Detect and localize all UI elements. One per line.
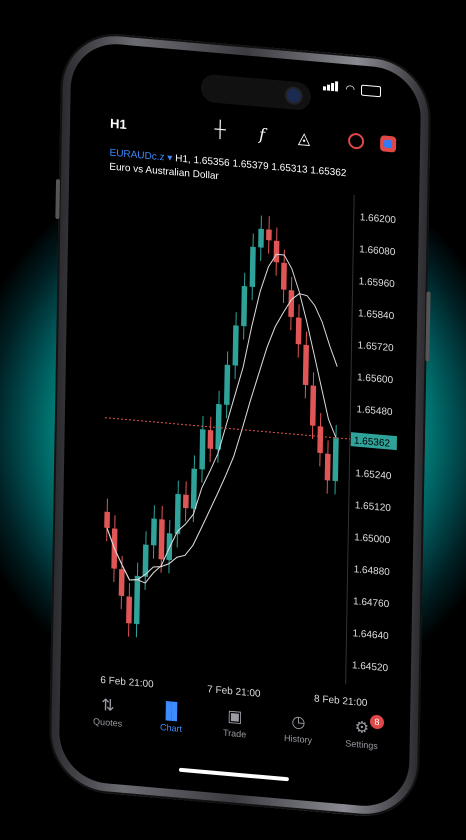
candle-body bbox=[174, 493, 181, 535]
candle-body bbox=[280, 262, 287, 290]
price-tick-label: 1.65600 bbox=[357, 372, 394, 386]
price-tick-label: 1.66080 bbox=[359, 244, 396, 258]
candle-body bbox=[118, 569, 125, 597]
price-tick-label: 1.64520 bbox=[352, 660, 389, 674]
screen: ◠ H1 ┼ f ◬ EURAUDc.z ▾ H1, 1.65356 1.653… bbox=[58, 40, 422, 810]
current-price-line bbox=[104, 417, 350, 440]
candle-body bbox=[324, 453, 331, 481]
dynamic-island bbox=[200, 73, 312, 112]
candle-body bbox=[317, 426, 324, 454]
notification-badge: 8 bbox=[369, 714, 385, 730]
candle-body bbox=[133, 575, 141, 625]
candle-body bbox=[309, 385, 317, 426]
candle-body bbox=[232, 325, 239, 366]
candle-body bbox=[295, 317, 302, 345]
price-tick-label: 1.65000 bbox=[354, 532, 391, 546]
wifi-icon: ◠ bbox=[345, 83, 356, 96]
new-order-icon[interactable] bbox=[379, 135, 397, 153]
candle-body bbox=[288, 290, 295, 318]
phone: ◠ H1 ┼ f ◬ EURAUDc.z ▾ H1, 1.65356 1.653… bbox=[48, 29, 432, 821]
status-bar: ◠ bbox=[323, 80, 382, 98]
candle-body bbox=[302, 344, 309, 386]
home-indicator[interactable] bbox=[178, 767, 289, 782]
price-tick-label: 1.64640 bbox=[352, 628, 389, 642]
candle-body bbox=[258, 228, 264, 248]
nav-chart[interactable]: ▐▌ Chart bbox=[143, 699, 200, 748]
time-tick-label: 7 Feb 21:00 bbox=[207, 684, 261, 700]
chart-canvas[interactable]: 1.66200 1.66080 1.65960 1.65840 1.65720 1.656… bbox=[90, 143, 420, 730]
price-tick-label: 1.65240 bbox=[355, 468, 392, 482]
camera-icon bbox=[286, 88, 301, 104]
nav-settings[interactable]: ⚙ Settings 8 bbox=[333, 714, 390, 764]
candle-body bbox=[224, 364, 231, 406]
nav-trade[interactable]: ▣ Trade bbox=[206, 704, 263, 753]
timeframe-button[interactable]: H1 bbox=[109, 115, 127, 133]
candle-body bbox=[273, 240, 280, 263]
price-tick-label: 1.65840 bbox=[358, 308, 395, 322]
one-click-trading-icon[interactable] bbox=[347, 132, 365, 150]
candle-body bbox=[150, 518, 157, 546]
price-tick-label: 1.64880 bbox=[354, 564, 391, 578]
current-price-label: 1.65362 bbox=[354, 435, 391, 449]
candle-body bbox=[207, 429, 214, 450]
candle-body bbox=[249, 246, 256, 288]
candle-body bbox=[158, 519, 165, 560]
candle-body bbox=[190, 468, 197, 509]
battery-icon bbox=[360, 84, 382, 98]
price-tick-label: 1.65480 bbox=[356, 404, 393, 418]
candle-body bbox=[215, 403, 222, 450]
objects-icon[interactable]: ◬ bbox=[297, 130, 311, 149]
candle-body bbox=[126, 596, 133, 624]
price-tick-label: 1.64760 bbox=[353, 596, 390, 610]
candle-body bbox=[182, 494, 189, 509]
function-icon[interactable]: f bbox=[258, 124, 266, 145]
price-tick-label: 1.66200 bbox=[360, 212, 397, 226]
crosshair-icon[interactable]: ┼ bbox=[214, 120, 226, 139]
candle-body bbox=[142, 544, 149, 577]
time-tick-label: 6 Feb 21:00 bbox=[100, 675, 154, 691]
price-tick-label: 1.65720 bbox=[357, 340, 394, 354]
candle-body bbox=[104, 511, 110, 529]
moving-average-line bbox=[106, 253, 337, 584]
candle-body bbox=[241, 285, 248, 327]
moving-average-line bbox=[106, 293, 338, 581]
signal-icon bbox=[323, 80, 339, 94]
price-chart[interactable]: EURAUDc.z ▾ H1, 1.65356 1.65379 1.65313 … bbox=[90, 143, 420, 730]
candle-body bbox=[266, 229, 272, 241]
nav-history[interactable]: ◷ History bbox=[270, 710, 327, 759]
time-tick-label: 8 Feb 21:00 bbox=[314, 694, 368, 710]
price-tick-label: 1.65960 bbox=[359, 276, 396, 290]
candle-body bbox=[199, 429, 206, 470]
price-tick-label: 1.65120 bbox=[355, 500, 392, 514]
side-button bbox=[55, 178, 61, 220]
price-axis-line bbox=[345, 194, 355, 685]
nav-quotes[interactable]: ⇅ Quotes bbox=[79, 693, 136, 742]
current-price-badge bbox=[350, 432, 398, 451]
candle-body bbox=[332, 438, 339, 482]
